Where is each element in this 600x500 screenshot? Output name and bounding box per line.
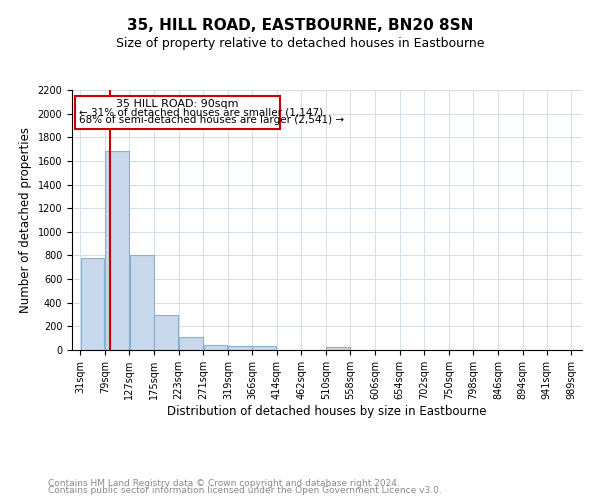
Bar <box>326 347 350 350</box>
X-axis label: Distribution of detached houses by size in Eastbourne: Distribution of detached houses by size … <box>167 404 487 417</box>
Text: 35 HILL ROAD: 90sqm: 35 HILL ROAD: 90sqm <box>116 100 238 110</box>
Bar <box>179 337 203 350</box>
Bar <box>228 346 252 350</box>
Y-axis label: Number of detached properties: Number of detached properties <box>19 127 32 313</box>
Bar <box>105 152 129 350</box>
FancyBboxPatch shape <box>74 96 280 129</box>
Text: 68% of semi-detached houses are larger (2,541) →: 68% of semi-detached houses are larger (… <box>79 115 344 125</box>
Text: 35, HILL ROAD, EASTBOURNE, BN20 8SN: 35, HILL ROAD, EASTBOURNE, BN20 8SN <box>127 18 473 32</box>
Bar <box>80 258 104 350</box>
Text: Size of property relative to detached houses in Eastbourne: Size of property relative to detached ho… <box>116 38 484 51</box>
Text: Contains public sector information licensed under the Open Government Licence v3: Contains public sector information licen… <box>48 486 442 495</box>
Bar <box>154 315 178 350</box>
Text: ← 31% of detached houses are smaller (1,147): ← 31% of detached houses are smaller (1,… <box>79 107 323 117</box>
Bar <box>130 256 154 350</box>
Bar <box>252 346 276 350</box>
Text: Contains HM Land Registry data © Crown copyright and database right 2024.: Contains HM Land Registry data © Crown c… <box>48 478 400 488</box>
Bar <box>203 346 227 350</box>
